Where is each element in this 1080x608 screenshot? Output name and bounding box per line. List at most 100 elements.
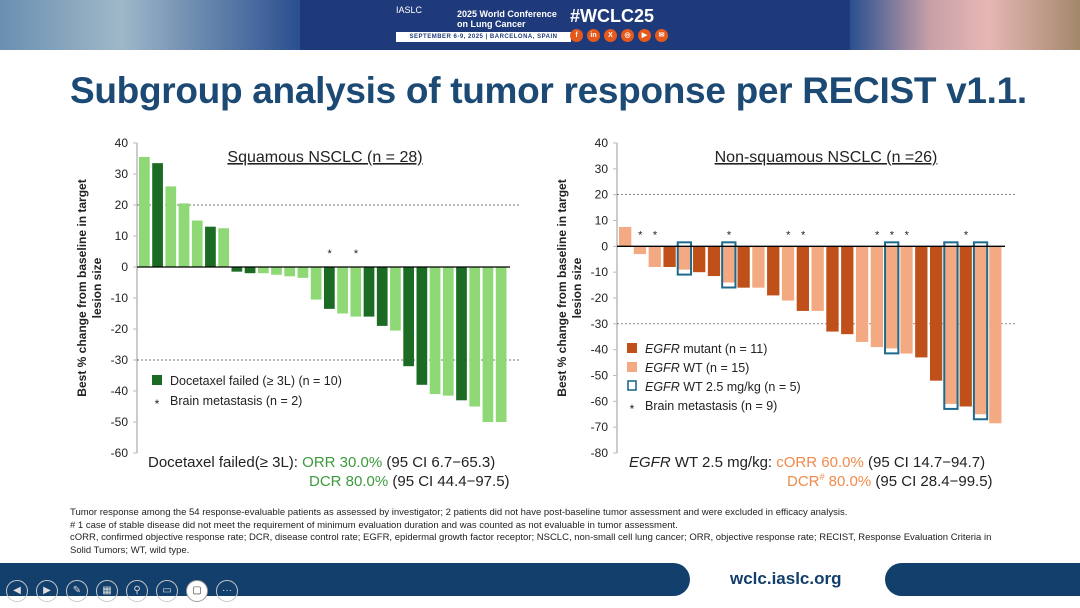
left-orr-ci: (95 CI 6.7−65.3) — [386, 454, 496, 471]
legend-swatch — [627, 362, 637, 372]
y-tick-label: 30 — [115, 167, 129, 181]
bar — [350, 267, 362, 317]
left-stat-label: Docetaxel failed(≥ 3L): — [148, 454, 298, 471]
bar — [633, 246, 647, 255]
website-url[interactable]: wclc.iaslc.org — [730, 569, 842, 588]
hashtag: #WCLC25 — [570, 6, 655, 26]
bar — [152, 163, 163, 267]
boxed-bar-outline — [884, 241, 900, 355]
y-tick-label: 0 — [121, 260, 128, 274]
bar — [363, 267, 375, 317]
y-axis-label-line: Best % change from baseline in target — [75, 179, 89, 396]
right-stat-label-italic: EGFR — [629, 454, 671, 471]
bar — [900, 246, 913, 354]
brain-metastasis-marker: * — [327, 248, 332, 260]
left-dcr: DCR 80.0% — [309, 473, 389, 490]
right-orr: cORR 60.0% — [776, 454, 864, 471]
y-tick-label: -60 — [591, 394, 609, 408]
legend-label-text: WT 2.5 mg/kg (n = 5) — [680, 380, 801, 394]
bar — [416, 267, 428, 385]
bar — [989, 246, 1002, 424]
y-tick-label: -10 — [591, 265, 609, 279]
bar — [324, 267, 335, 309]
footnote: cORR, confirmed objective response rate;… — [70, 532, 992, 556]
y-tick-label: -40 — [591, 343, 609, 357]
left-orr-stat: Docetaxel failed(≥ 3L): ORR 30.0% (95 CI… — [148, 454, 495, 471]
y-tick-label: 40 — [595, 136, 609, 150]
more-icon[interactable]: ··· — [216, 580, 238, 602]
facebook-icon[interactable]: f — [570, 29, 583, 42]
y-axis-label: Best % change from baseline in targetles… — [555, 179, 584, 396]
bar — [678, 246, 691, 270]
right-dcr-sup: # — [819, 472, 825, 482]
legend-label-text: Brain metastasis (n = 2) — [170, 394, 302, 408]
youtube-icon[interactable]: ▶ — [638, 29, 651, 42]
brain-metastasis-marker: * — [653, 229, 658, 241]
slideshow-controls: ◀ ▶ ✎ ▦ ⚲ ▭ ▢ ··· — [6, 580, 238, 602]
y-axis-label: Best % change from baseline in targetles… — [75, 179, 104, 396]
brain-metastasis-marker: * — [905, 229, 910, 241]
bar — [974, 246, 987, 415]
squamous-waterfall-chart: 40 30 20 10 0 -10 -20 -30 -40 -50 -60 Best % change… — [75, 136, 520, 460]
bar — [310, 267, 322, 300]
y-tick-label: -60 — [111, 446, 129, 460]
linkedin-icon[interactable]: in — [587, 29, 600, 42]
conference-dates: SEPTEMBER 6-9, 2025 | BARCELONA, SPAIN — [396, 32, 571, 42]
y-tick-label: -20 — [111, 322, 129, 336]
bar — [722, 246, 735, 283]
zoom-icon[interactable]: ⚲ — [126, 580, 148, 602]
previous-icon[interactable]: ◀ — [6, 580, 28, 602]
chart-title: Squamous NSCLC (n = 28) — [227, 149, 422, 166]
bar — [337, 267, 348, 314]
conference-banner: IASLC 2025 World Conference on Lung Canc… — [0, 0, 1080, 50]
y-axis-label-line: Best % change from baseline in target — [555, 179, 569, 396]
legend-label-italic: EGFR — [645, 342, 680, 356]
left-dcr-ci: (95 CI 44.4−97.5) — [392, 473, 510, 490]
brain-metastasis-marker: * — [354, 248, 359, 260]
y-tick-label: -20 — [591, 291, 609, 305]
brain-metastasis-marker: * — [875, 229, 880, 241]
bar — [244, 267, 256, 274]
legend-swatch — [152, 375, 162, 385]
legend-label: Docetaxel failed (≥ 3L) (n = 10) — [170, 374, 342, 388]
legend-label-text: mutant (n = 11) — [680, 342, 768, 356]
legend-label-italic: EGFR — [645, 361, 680, 375]
bar — [376, 267, 388, 326]
bar — [663, 246, 676, 267]
bar — [959, 246, 972, 407]
bar — [218, 228, 229, 267]
bar — [482, 267, 494, 422]
bar — [915, 246, 928, 358]
y-tick-label: 10 — [115, 229, 129, 243]
instagram-icon[interactable]: ◎ — [621, 29, 634, 42]
right-dcr-value: 80.0% — [824, 473, 872, 490]
bar — [811, 246, 824, 311]
barcelona-photo-right — [850, 0, 1080, 50]
legend-label: Brain metastasis (n = 9) — [645, 399, 777, 413]
bar — [271, 267, 282, 275]
slides-icon[interactable]: ▦ — [96, 580, 118, 602]
right-orr-stat: EGFR WT 2.5 mg/kg: cORR 60.0% (95 CI 14.… — [629, 454, 985, 471]
bar — [390, 267, 401, 331]
bar — [139, 156, 150, 267]
next-icon[interactable]: ▶ — [36, 580, 58, 602]
footnotes: Tumor response among the 54 response-eva… — [70, 507, 1015, 557]
legend-label-text: Brain metastasis (n = 9) — [645, 399, 777, 413]
wechat-icon[interactable]: ✉ — [655, 29, 668, 42]
camera-icon[interactable]: ▢ — [186, 580, 208, 602]
subtitles-icon[interactable]: ▭ — [156, 580, 178, 602]
footer-bar-right — [885, 563, 1080, 596]
x-icon[interactable]: X — [604, 29, 617, 42]
bar — [885, 246, 898, 349]
bar — [781, 246, 795, 301]
bar — [495, 267, 507, 422]
pen-icon[interactable]: ✎ — [66, 580, 88, 602]
conference-name: 2025 World Conference on Lung Cancer — [457, 9, 557, 29]
bar — [870, 246, 884, 348]
legend-label: Brain metastasis (n = 2) — [170, 394, 302, 408]
footnote: Tumor response among the 54 response-eva… — [70, 507, 848, 518]
page-title: Subgroup analysis of tumor response per … — [70, 70, 1027, 111]
star-legend-icon: * — [155, 397, 160, 411]
brain-metastasis-marker: * — [964, 229, 969, 241]
bar — [707, 246, 721, 277]
